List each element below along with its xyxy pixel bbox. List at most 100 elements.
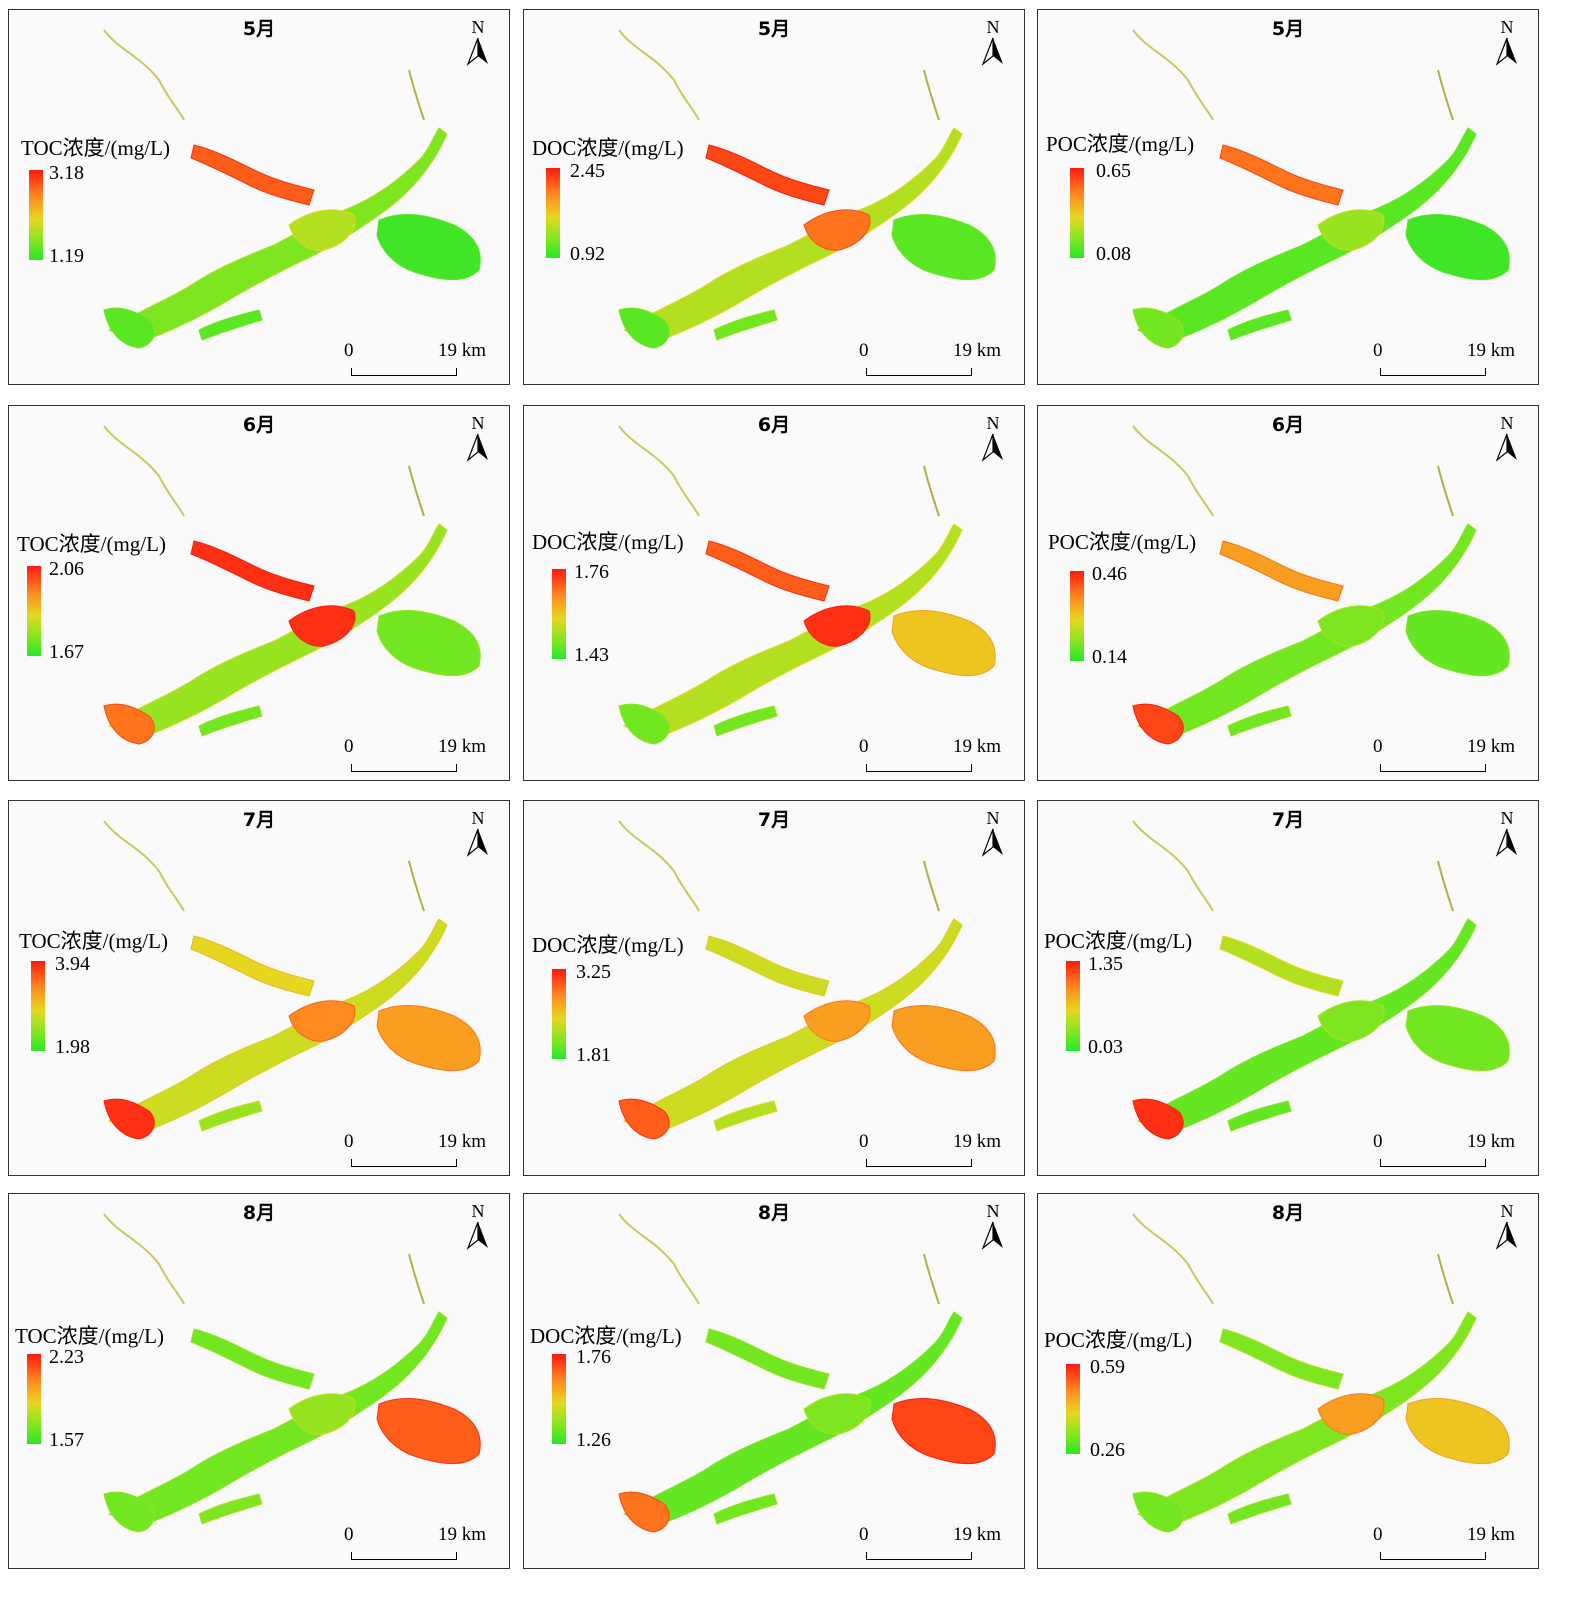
scale-end: 19 km <box>438 1524 487 1545</box>
upstream-river <box>103 425 185 517</box>
scale-bar: 0 19 km <box>344 736 504 776</box>
legend-color-ramp <box>1070 571 1084 661</box>
reservoir-map <box>103 425 481 745</box>
legend-title: DOC浓度/(mg/L) <box>532 933 684 957</box>
north-tributary <box>408 1253 425 1305</box>
scale-bar: 0 19 km <box>344 1131 504 1171</box>
legend-color-ramp <box>27 1354 41 1444</box>
north-arrow-icon <box>981 37 1003 66</box>
legend-title: POC浓度/(mg/L) <box>1044 929 1193 953</box>
north-label: N <box>1500 808 1514 828</box>
reservoir-northwest-arm <box>190 1328 315 1390</box>
legend-max: 3.94 <box>55 953 90 975</box>
north-label: N <box>986 413 1000 433</box>
legend-max: 2.06 <box>49 558 84 580</box>
north-label: N <box>1500 1201 1514 1221</box>
reservoir-northwest-arm <box>705 935 830 997</box>
scale-bar: 0 19 km <box>1373 340 1533 380</box>
scale-start: 0 <box>859 1524 869 1545</box>
month-label: 8月 <box>1271 1202 1305 1224</box>
scale-line <box>866 764 972 772</box>
legend-color-ramp <box>29 170 43 260</box>
north-arrow-icon <box>981 828 1003 857</box>
reservoir-south-branch <box>1227 1100 1292 1132</box>
reservoir-map <box>1132 820 1510 1140</box>
reservoir-northwest-arm <box>190 540 315 602</box>
scale-bar: 0 19 km <box>1373 1524 1533 1564</box>
reservoir-center-bay <box>1317 605 1385 647</box>
north-label: N <box>986 808 1000 828</box>
reservoir-northwest-arm <box>705 540 830 602</box>
scale-end: 19 km <box>953 1131 1002 1152</box>
north-arrow-icon <box>466 433 488 462</box>
reservoir-east-basin <box>376 610 481 677</box>
scale-bar: 0 19 km <box>859 340 1019 380</box>
legend-min: 1.98 <box>55 1036 90 1058</box>
reservoir-east-basin <box>891 1005 996 1072</box>
reservoir-northwest-arm <box>190 935 315 997</box>
reservoir-east-basin <box>891 610 996 677</box>
scale-bar: 0 19 km <box>344 1524 504 1564</box>
reservoir-southwest-arm <box>103 1491 155 1533</box>
north-arrow: N <box>980 414 1006 466</box>
north-label: N <box>1500 17 1514 37</box>
north-tributary <box>1437 1253 1454 1305</box>
scale-start: 0 <box>1373 340 1383 361</box>
reservoir-center-bay <box>288 1000 356 1042</box>
legend-title: POC浓度/(mg/L) <box>1044 1328 1193 1352</box>
north-arrow-icon <box>981 1221 1003 1250</box>
scale-end: 19 km <box>1467 1131 1516 1152</box>
upstream-river <box>618 1213 700 1305</box>
reservoir-main-body <box>107 918 448 1135</box>
scale-start: 0 <box>1373 1131 1383 1152</box>
reservoir-center-bay <box>288 1393 356 1435</box>
north-tributary <box>923 1253 940 1305</box>
north-arrow: N <box>1494 414 1520 466</box>
north-arrow-icon <box>1495 828 1517 857</box>
reservoir-main-body <box>1136 127 1477 344</box>
north-arrow-icon <box>466 37 488 66</box>
reservoir-northwest-arm <box>190 144 315 206</box>
legend-title: POC浓度/(mg/L) <box>1046 132 1195 156</box>
legend-max: 2.23 <box>49 1346 84 1368</box>
north-label: N <box>986 17 1000 37</box>
north-tributary <box>923 860 940 912</box>
month-label: 5月 <box>242 18 276 40</box>
north-tributary <box>408 860 425 912</box>
scale-end: 19 km <box>953 1524 1002 1545</box>
scale-bar: 0 19 km <box>859 1524 1019 1564</box>
reservoir-southwest-arm <box>1132 1491 1184 1533</box>
reservoir-east-basin <box>376 1005 481 1072</box>
upstream-river <box>103 1213 185 1305</box>
reservoir-center-bay <box>288 209 356 251</box>
reservoir-southwest-arm <box>103 703 155 745</box>
scale-line <box>866 1552 972 1560</box>
month-label: 6月 <box>757 414 791 436</box>
reservoir-east-basin <box>891 1398 996 1465</box>
legend-title: DOC浓度/(mg/L) <box>530 1324 682 1348</box>
north-tributary <box>408 69 425 121</box>
reservoir-south-branch <box>1227 705 1292 737</box>
month-label: 6月 <box>1271 414 1305 436</box>
reservoir-southwest-arm <box>618 1098 670 1140</box>
reservoir-center-bay <box>803 605 871 647</box>
month-label: 5月 <box>757 18 791 40</box>
north-tributary <box>408 465 425 517</box>
upstream-river <box>618 29 700 121</box>
scale-line <box>351 1159 457 1167</box>
reservoir-map <box>103 820 481 1140</box>
north-tributary <box>923 69 940 121</box>
reservoir-map <box>1132 1213 1510 1533</box>
reservoir-northwest-arm <box>705 144 830 206</box>
legend-max: 0.59 <box>1090 1356 1125 1378</box>
legend-min: 0.08 <box>1096 243 1131 265</box>
scale-line <box>866 1159 972 1167</box>
reservoir-main-body <box>107 523 448 740</box>
scale-end: 19 km <box>438 1131 487 1152</box>
reservoir-main-body <box>107 1311 448 1528</box>
legend-min: 1.26 <box>576 1429 611 1451</box>
legend-min: 0.03 <box>1088 1036 1123 1058</box>
reservoir-south-branch <box>1227 309 1292 341</box>
legend-color-ramp <box>546 168 560 258</box>
north-tributary <box>1437 69 1454 121</box>
